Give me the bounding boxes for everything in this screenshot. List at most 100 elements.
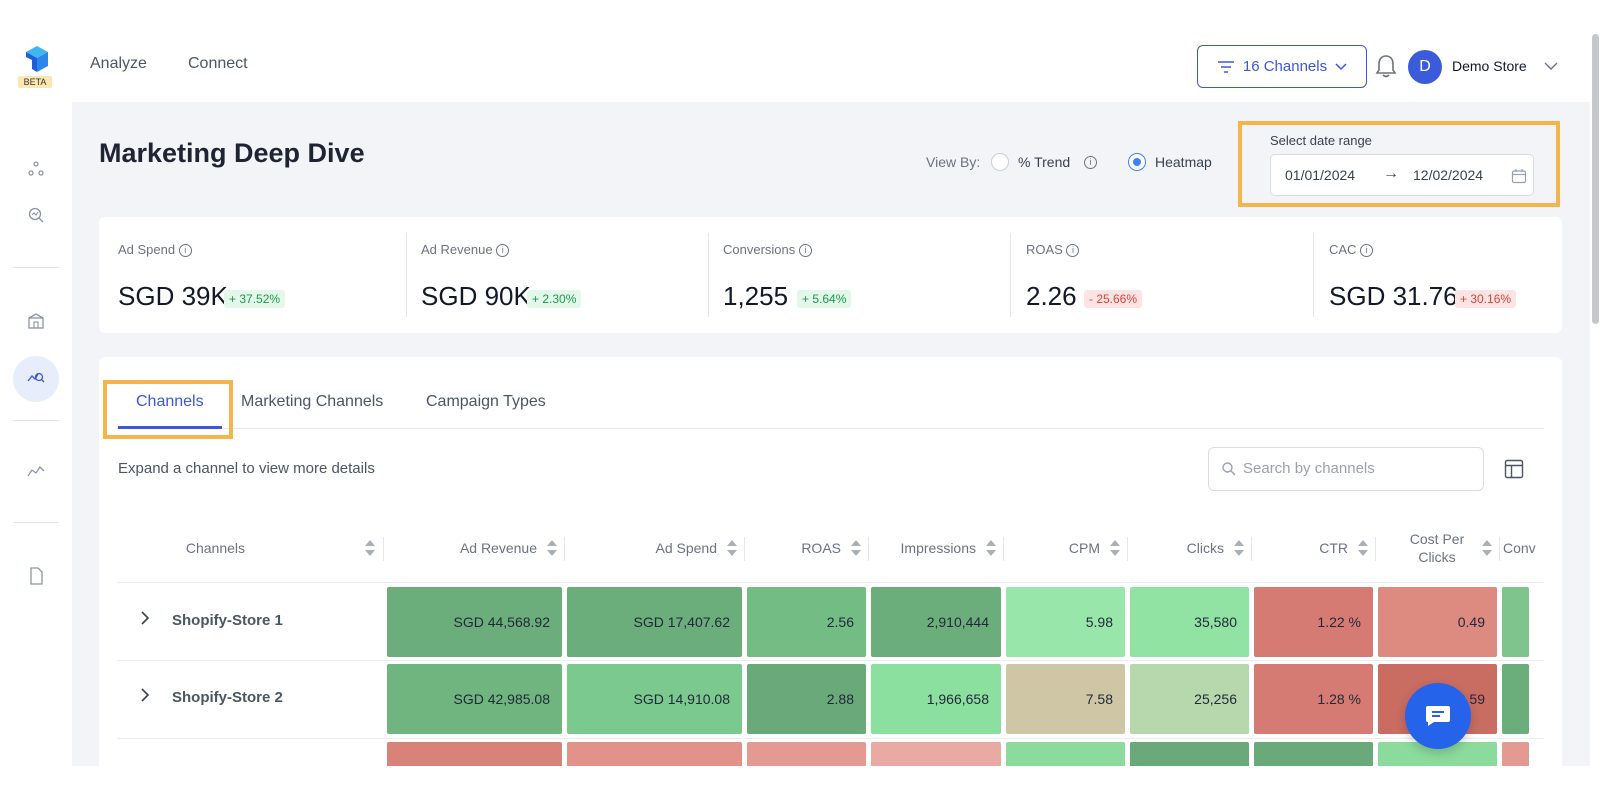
kpi-label: Ad Spend i (118, 242, 192, 258)
info-icon[interactable]: i (178, 244, 192, 258)
kpi-delta-badge: - 25.66% (1084, 290, 1143, 308)
kpi-value: SGD 39K (118, 281, 228, 311)
chat-support-button[interactable] (1405, 683, 1471, 749)
nav-connect[interactable]: Connect (188, 55, 248, 72)
view-by-label: View By: (926, 154, 981, 170)
info-icon[interactable]: i (1360, 244, 1374, 258)
info-icon[interactable]: i (1066, 244, 1080, 258)
sort-icon[interactable] (365, 538, 375, 558)
trend-line-icon[interactable] (24, 462, 48, 486)
heatmap-cell: 25,256 (1130, 664, 1249, 734)
kpi-label: Ad Revenue i (421, 242, 510, 258)
tab-channels[interactable]: Channels (136, 393, 204, 410)
kpi-delta-badge: + 37.52% (224, 290, 286, 308)
trend-info-icon[interactable]: i (1084, 156, 1097, 169)
header-separator (1003, 537, 1004, 561)
row-divider (117, 582, 1544, 583)
sort-icon[interactable] (547, 538, 557, 558)
heatmap-cell: 0.49 (1378, 587, 1497, 657)
column-header-conv[interactable]: Conv (1503, 540, 1536, 556)
heatmap-cell: 35,580 (1130, 587, 1249, 657)
header-separator (1499, 537, 1500, 561)
expand-row-chevron-icon[interactable] (140, 611, 150, 630)
heatmap-cell: SGD 14,910.08 (567, 664, 742, 734)
sidebar-divider (13, 522, 59, 523)
column-header-clicks[interactable]: Clicks (1130, 515, 1244, 581)
date-end[interactable]: 12/02/2024 (1413, 167, 1484, 183)
sort-icon[interactable] (1358, 538, 1368, 558)
column-header-ctr[interactable]: CTR (1254, 515, 1368, 581)
calendar-icon[interactable] (1511, 168, 1527, 184)
column-header-impressions[interactable]: Impressions (871, 515, 996, 581)
heatmap-cell (1254, 742, 1373, 766)
sort-icon[interactable] (986, 538, 996, 558)
heatmap-radio[interactable] (1128, 153, 1146, 171)
trend-radio-label[interactable]: % Trend (1018, 154, 1071, 170)
beta-badge: BETA (18, 76, 52, 88)
kpi-ad-revenue: Ad Revenue i SGD 90K + 2.30% (421, 217, 701, 333)
info-icon[interactable]: i (496, 244, 510, 258)
store-building-icon[interactable] (24, 312, 48, 336)
app-logo[interactable]: BETA (18, 46, 54, 90)
magnify-chart-icon[interactable] (24, 206, 48, 230)
chat-bubble-icon (1426, 706, 1450, 726)
heatmap-cell (871, 742, 1001, 766)
search-icon (1222, 462, 1236, 476)
kpi-value: SGD 90K (421, 281, 531, 311)
channels-table-card: Channels Marketing Channels Campaign Typ… (99, 357, 1562, 766)
column-header-channels[interactable]: Channels (117, 515, 375, 581)
expand-row-chevron-icon[interactable] (140, 688, 150, 707)
vertical-scrollbar[interactable] (1590, 0, 1600, 766)
analytics-search-icon[interactable] (24, 367, 48, 391)
nav-analyze[interactable]: Analyze (90, 55, 147, 72)
table-hint: Expand a channel to view more details (118, 460, 375, 477)
sort-icon[interactable] (1110, 538, 1120, 558)
channel-search-box[interactable] (1208, 447, 1484, 491)
row-channel-name[interactable]: Shopify-Store 2 (172, 689, 283, 706)
store-chevron-down-icon[interactable] (1544, 60, 1558, 74)
kpi-delta-badge: + 2.30% (527, 290, 582, 308)
kpi-roas: ROAS i 2.26 - 25.66% (1026, 217, 1306, 333)
notification-bell-icon[interactable] (1374, 53, 1398, 79)
heatmap-cell: SGD 42,985.08 (387, 664, 562, 734)
date-range-picker: Select date range 01/01/2024 → 12/02/202… (1238, 121, 1560, 207)
active-tab-underline (118, 426, 222, 429)
user-avatar[interactable]: D (1408, 50, 1442, 84)
search-input[interactable] (1243, 460, 1473, 477)
info-icon[interactable]: i (798, 244, 812, 258)
nodes-icon[interactable] (24, 160, 48, 184)
document-icon[interactable] (24, 567, 48, 591)
column-header-ad-revenue[interactable]: Ad Revenue (387, 515, 557, 581)
tab-marketing-channels[interactable]: Marketing Channels (241, 393, 384, 410)
column-header-cost-per-clicks[interactable]: Cost Per Clicks (1378, 515, 1492, 581)
scrollbar-thumb[interactable] (1592, 34, 1599, 324)
sort-icon[interactable] (727, 538, 737, 558)
heatmap-radio-label[interactable]: Heatmap (1155, 154, 1212, 170)
row-channel-name[interactable]: Shopify-Store 1 (172, 612, 283, 629)
kpi-separator (1313, 233, 1314, 317)
kpi-summary-card: Ad Spend i SGD 39K + 37.52% Ad Revenue i… (99, 217, 1562, 333)
kpi-delta-badge: + 5.64% (797, 290, 852, 308)
trend-radio[interactable] (991, 153, 1009, 171)
header-separator (744, 537, 745, 561)
column-header-roas[interactable]: ROAS (747, 515, 861, 581)
heatmap-cell (387, 742, 562, 766)
row-divider (117, 738, 1544, 739)
heatmap-cell (1130, 742, 1249, 766)
header-separator (564, 537, 565, 561)
column-settings-icon[interactable] (1504, 459, 1524, 479)
sort-icon[interactable] (851, 538, 861, 558)
column-header-cpm[interactable]: CPM (1006, 515, 1120, 581)
heatmap-cell (1006, 742, 1125, 766)
tab-campaign-types[interactable]: Campaign Types (426, 393, 546, 410)
sort-icon[interactable] (1234, 538, 1244, 558)
kpi-separator (406, 233, 407, 317)
sort-icon[interactable] (1482, 538, 1492, 558)
date-start[interactable]: 01/01/2024 (1285, 167, 1356, 183)
top-bar: BETA Analyze Connect 16 Channels D Demo … (0, 0, 1590, 102)
column-header-ad-spend[interactable]: Ad Spend (567, 515, 737, 581)
channels-filter-button[interactable]: 16 Channels (1197, 45, 1367, 88)
heatmap-cell: SGD 17,407.62 (567, 587, 742, 657)
date-range-input[interactable]: 01/01/2024 → 12/02/2024 (1270, 154, 1534, 196)
store-name[interactable]: Demo Store (1452, 58, 1527, 74)
